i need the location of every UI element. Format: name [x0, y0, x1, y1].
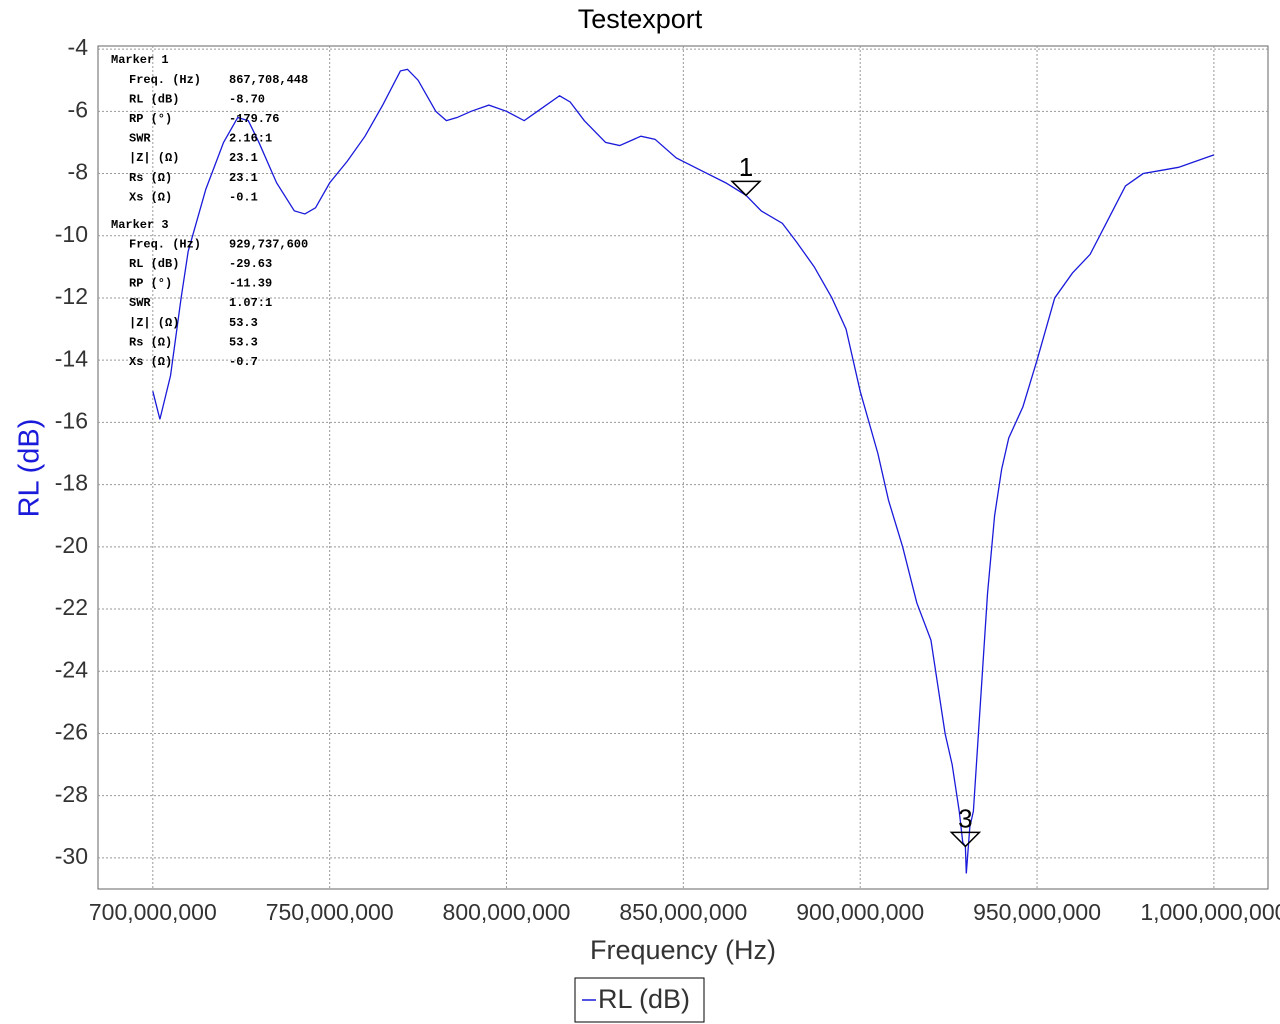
readout-value: 929,737,600 — [229, 237, 308, 251]
readout-value: 2.16:1 — [229, 132, 272, 146]
readout-key: Xs (Ω) — [129, 355, 172, 369]
readout-key: Rs (Ω) — [129, 335, 172, 349]
x-axis-label: Frequency (Hz) — [590, 935, 776, 965]
readout-key: Rs (Ω) — [129, 171, 172, 185]
marker-label: 1 — [739, 152, 753, 182]
x-tick-label: 900,000,000 — [796, 899, 924, 925]
readout-key: RL (dB) — [129, 257, 179, 271]
readout-value: 1.07:1 — [229, 296, 272, 310]
readout-value: 23.1 — [229, 171, 258, 185]
readout-key: |Z| (Ω) — [129, 316, 179, 330]
readout-value: -0.7 — [229, 355, 258, 369]
y-tick-label: -12 — [55, 283, 88, 309]
readout-key: |Z| (Ω) — [129, 151, 179, 165]
readout-value: 53.3 — [229, 316, 258, 330]
readout-value: 53.3 — [229, 335, 258, 349]
legend-box — [574, 977, 705, 1023]
readout-key: Freq. (Hz) — [129, 237, 201, 251]
marker-triangle — [949, 831, 982, 848]
readout-key: Freq. (Hz) — [129, 73, 201, 87]
y-tick-label: -24 — [55, 656, 88, 682]
readout-value: 23.1 — [229, 151, 258, 165]
readout-key: RP (°) — [129, 112, 172, 126]
y-tick-label: -10 — [55, 221, 88, 247]
x-tick-label: 800,000,000 — [443, 899, 571, 925]
y-axis-label: RL (dB) — [14, 419, 46, 518]
y-tick-label: -30 — [55, 843, 88, 869]
series-line — [152, 68, 1215, 874]
readout-key: SWR — [129, 296, 151, 310]
x-tick-label: 950,000,000 — [973, 899, 1101, 925]
readout-key: Xs (Ω) — [129, 190, 172, 204]
y-tick-label: -20 — [55, 532, 88, 558]
readout-value: -0.1 — [229, 190, 258, 204]
y-tick-label: -4 — [68, 34, 89, 60]
readout-key: RP (°) — [129, 277, 172, 291]
y-tick-label: -26 — [55, 719, 88, 745]
readout-value: -11.39 — [229, 277, 272, 291]
x-tick-label: 700,000,000 — [89, 899, 217, 925]
y-tick-label: -22 — [55, 594, 88, 620]
readout-title: Marker 3 — [111, 218, 169, 232]
y-tick-label: -16 — [55, 407, 88, 433]
x-tick-label: 750,000,000 — [266, 899, 394, 925]
readout-value: -179.76 — [229, 112, 279, 126]
y-tick-label: -6 — [68, 96, 88, 122]
y-tick-label: -28 — [55, 781, 88, 807]
x-tick-label: 850,000,000 — [619, 899, 747, 925]
readout-value: 867,708,448 — [229, 73, 308, 87]
readout-key: SWR — [129, 132, 151, 146]
readout-value: -8.70 — [229, 92, 265, 106]
x-tick-label: 1,000,000,000 — [1140, 899, 1280, 925]
marker-triangle — [730, 180, 762, 197]
y-tick-label: -8 — [68, 159, 88, 185]
legend-label: RL (dB) — [598, 984, 690, 1014]
y-tick-label: -18 — [55, 470, 88, 496]
marker-label: 3 — [958, 803, 972, 833]
y-tick-label: -14 — [55, 345, 88, 371]
readout-title: Marker 1 — [111, 53, 169, 67]
readout-key: RL (dB) — [129, 92, 179, 106]
readout-value: -29.63 — [229, 257, 272, 271]
chart-title: Testexport — [578, 4, 703, 34]
